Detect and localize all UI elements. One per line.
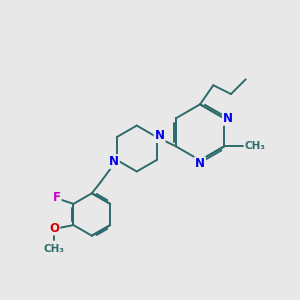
Text: F: F	[53, 191, 61, 205]
Text: CH₃: CH₃	[44, 244, 65, 254]
Text: CH₃: CH₃	[245, 141, 266, 151]
Text: N: N	[195, 157, 205, 170]
Text: N: N	[223, 112, 233, 125]
Text: N: N	[109, 155, 119, 168]
Text: N: N	[154, 129, 165, 142]
Text: O: O	[49, 221, 59, 235]
